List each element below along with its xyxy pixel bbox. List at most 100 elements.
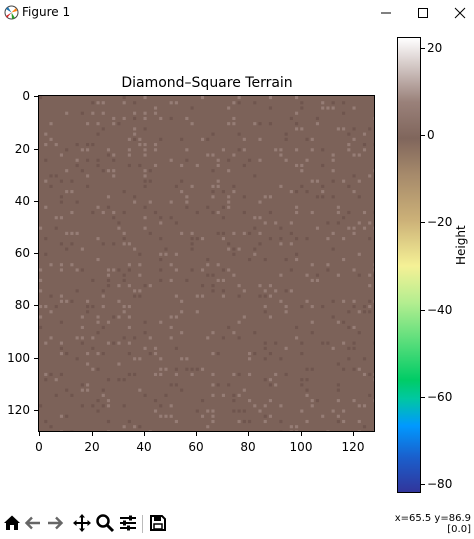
- terrain-cell: [133, 116, 137, 121]
- terrain-cell: [342, 179, 346, 183]
- close-button[interactable]: [442, 0, 474, 26]
- terrain-cell: [138, 357, 142, 361]
- terrain-cell: [211, 132, 215, 136]
- terrain-cell: [268, 195, 273, 199]
- terrain-cell: [295, 336, 299, 340]
- terrain-cell: [242, 210, 246, 215]
- terrain-cell: [211, 409, 215, 413]
- terrain-cell: [65, 169, 69, 173]
- terrain-cell: [59, 294, 64, 298]
- terrain-cell: [70, 210, 74, 215]
- window-titlebar: Figure 1: [0, 0, 474, 26]
- terrain-cell: [216, 158, 220, 162]
- terrain-cell: [310, 331, 314, 335]
- terrain-cell: [268, 378, 273, 382]
- terrain-cell: [242, 409, 246, 413]
- terrain-cell: [174, 315, 178, 319]
- terrain-cell: [310, 404, 314, 408]
- terrain-cell: [295, 210, 299, 215]
- minimize-button[interactable]: [368, 0, 404, 26]
- terrain-cell: [44, 372, 48, 377]
- terrain-cell: [247, 419, 252, 424]
- terrain-cell: [247, 231, 252, 235]
- x-tick-label: 20: [84, 440, 100, 454]
- terrain-cell: [133, 289, 137, 293]
- y-tick-label: 20: [14, 142, 30, 156]
- terrain-cell: [44, 132, 48, 136]
- terrain-cell: [300, 304, 304, 309]
- terrain-cell: [357, 430, 361, 431]
- terrain-cell: [96, 331, 100, 335]
- terrain-cell: [289, 231, 293, 235]
- terrain-cell: [101, 404, 105, 408]
- forward-button[interactable]: [44, 512, 66, 534]
- terrain-cell: [352, 106, 356, 110]
- terrain-cell: [221, 268, 225, 272]
- terrain-cell: [96, 237, 100, 241]
- terrain-cell: [59, 179, 64, 183]
- back-button[interactable]: [22, 512, 44, 534]
- terrain-cell: [106, 273, 111, 277]
- terrain-cell: [96, 367, 100, 371]
- terrain-cell: [263, 341, 267, 345]
- terrain-cell: [336, 205, 340, 209]
- terrain-cell: [237, 320, 241, 324]
- terrain-cell: [96, 205, 100, 209]
- pan-button[interactable]: [71, 512, 93, 534]
- terrain-cell: [237, 284, 241, 288]
- terrain-cell: [362, 372, 367, 377]
- terrain-cell: [216, 231, 220, 235]
- terrain-cell: [331, 315, 335, 319]
- terrain-cell: [143, 320, 147, 324]
- terrain-cell: [362, 226, 367, 230]
- maximize-button[interactable]: [405, 0, 441, 26]
- terrain-cell: [289, 289, 293, 293]
- terrain-cell: [373, 341, 374, 345]
- terrain-cell: [39, 278, 43, 282]
- terrain-cell: [247, 352, 252, 356]
- terrain-cell: [347, 310, 351, 314]
- terrain-cell: [357, 331, 361, 335]
- save-button[interactable]: [147, 512, 169, 534]
- terrain-cell: [253, 122, 257, 126]
- configure-subplots-button[interactable]: [117, 512, 139, 534]
- terrain-cell: [44, 304, 48, 309]
- terrain-cell: [91, 336, 95, 340]
- terrain-cell: [357, 310, 361, 314]
- terrain-cell: [326, 341, 330, 345]
- terrain-cell: [258, 137, 262, 141]
- terrain-cell: [49, 184, 53, 188]
- terrain-cell: [127, 242, 131, 246]
- terrain-cell: [143, 169, 147, 173]
- close-icon: [454, 7, 466, 19]
- terrain-cell: [211, 331, 215, 335]
- terrain-cell: [331, 409, 335, 413]
- terrain-cell: [101, 304, 105, 309]
- maximize-icon: [418, 8, 428, 18]
- terrain-cell: [49, 294, 53, 298]
- terrain-cell: [190, 237, 194, 241]
- terrain-cell: [321, 304, 325, 309]
- terrain-cell: [44, 419, 48, 424]
- terrain-image[interactable]: [38, 95, 375, 432]
- plot-title: Diamond–Square Terrain: [121, 75, 293, 91]
- terrain-cell: [263, 304, 267, 309]
- home-button[interactable]: [1, 512, 23, 534]
- terrain-cell: [127, 325, 131, 330]
- terrain-cell: [221, 289, 225, 293]
- terrain-cell: [362, 143, 367, 147]
- terrain-cell: [347, 184, 351, 188]
- minimize-icon: [381, 12, 391, 14]
- terrain-cell: [368, 304, 372, 309]
- terrain-cell: [274, 383, 278, 387]
- terrain-cell: [101, 352, 105, 356]
- terrain-cell: [195, 294, 199, 298]
- terrain-cell: [253, 352, 257, 356]
- terrain-cell: [368, 299, 372, 303]
- terrain-cell: [190, 242, 194, 246]
- terrain-cell: [49, 122, 53, 126]
- terrain-cell: [70, 263, 74, 267]
- terrain-cell: [159, 404, 163, 408]
- terrain-cell: [373, 169, 374, 173]
- zoom-button[interactable]: [94, 512, 116, 534]
